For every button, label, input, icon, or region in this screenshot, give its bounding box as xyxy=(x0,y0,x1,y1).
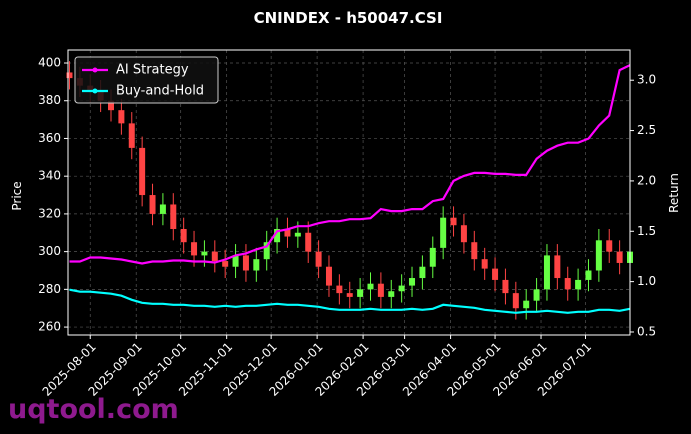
candle-body xyxy=(128,123,135,148)
candle-body xyxy=(253,259,260,271)
candle-body xyxy=(346,293,353,297)
candle-body xyxy=(118,110,125,124)
candle-body xyxy=(564,278,571,290)
y2-tick-label: 3.0 xyxy=(637,73,656,87)
y2-tick-label: 2.0 xyxy=(637,173,656,187)
candle-body xyxy=(180,228,187,243)
legend-marker xyxy=(92,67,98,73)
candle-body xyxy=(325,266,332,286)
candle-body xyxy=(543,255,550,290)
y2-tick-label: 1.5 xyxy=(637,224,656,238)
y-tick-label: 340 xyxy=(38,169,61,183)
return-line xyxy=(69,288,631,314)
candle-body xyxy=(523,300,530,309)
candle-body xyxy=(201,251,208,256)
candle-body xyxy=(357,289,364,297)
candle-body xyxy=(512,293,519,309)
candle-body xyxy=(274,228,281,243)
candle-body xyxy=(606,240,613,252)
candle-body xyxy=(377,283,384,297)
candle-body xyxy=(419,266,426,279)
legend-box xyxy=(74,56,219,104)
candle-body xyxy=(616,251,623,263)
candle-body xyxy=(315,251,322,267)
y2-axis-label: Return xyxy=(667,173,681,213)
candle-body xyxy=(108,100,115,111)
candle-body xyxy=(232,255,239,267)
candle-body xyxy=(336,285,343,294)
y-tick-label: 380 xyxy=(38,93,61,107)
candle-body xyxy=(388,291,395,297)
candle-body xyxy=(211,251,218,262)
y-tick-label: 280 xyxy=(38,282,61,296)
candle-body xyxy=(492,268,499,280)
candle-body xyxy=(139,147,146,196)
legend-label: Buy-and-Hold xyxy=(116,84,204,99)
candle-body xyxy=(242,255,249,271)
y-tick-label: 300 xyxy=(38,244,61,258)
candle-body xyxy=(471,242,478,260)
candle-body xyxy=(460,225,467,243)
candle-body xyxy=(533,289,540,301)
candle-body xyxy=(305,232,312,252)
y-tick-label: 260 xyxy=(38,320,61,334)
candle-body xyxy=(595,240,602,271)
return-line xyxy=(69,64,631,265)
candle-body xyxy=(409,278,416,286)
candle-body xyxy=(263,242,270,260)
y-axis-label: Price xyxy=(10,181,24,210)
candle-body xyxy=(170,204,177,229)
candle-body xyxy=(294,232,301,237)
y2-tick-label: 0.5 xyxy=(637,324,656,338)
candle-body xyxy=(398,285,405,292)
plot-frame xyxy=(67,49,631,336)
candle-body xyxy=(450,217,457,226)
legend-label: AI Strategy xyxy=(116,63,189,78)
candle-body xyxy=(502,279,509,294)
candle-body xyxy=(585,270,592,280)
candle-body xyxy=(481,259,488,269)
candle-body xyxy=(159,204,166,214)
candle-body xyxy=(554,255,561,279)
candle-body xyxy=(367,283,374,290)
y-tick-label: 320 xyxy=(38,206,61,220)
legend-marker xyxy=(92,88,98,94)
candle-body xyxy=(575,279,582,290)
y-tick-label: 400 xyxy=(38,56,61,70)
chart-title: CNINDEX - h50047.CSI xyxy=(254,9,443,27)
y-tick-label: 360 xyxy=(38,131,61,145)
candle-body xyxy=(191,242,198,256)
candle-body xyxy=(284,228,291,237)
candle-body xyxy=(222,261,229,267)
candle-body xyxy=(440,217,447,248)
candle-body xyxy=(66,72,73,79)
candle-body xyxy=(149,195,156,214)
watermark: uqtool.com xyxy=(8,394,179,425)
candle-body xyxy=(429,247,436,267)
y2-tick-label: 2.5 xyxy=(637,123,656,137)
y2-tick-label: 1.0 xyxy=(637,274,656,288)
